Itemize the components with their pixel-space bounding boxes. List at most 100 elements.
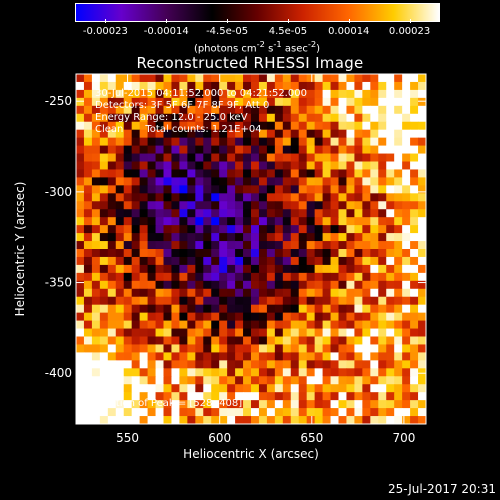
- heatmap-cell: [314, 392, 324, 401]
- heatmap-cell: [314, 169, 324, 178]
- heatmap-cell: [266, 312, 276, 322]
- x-axis-label: Heliocentric X (arcsec): [183, 447, 319, 461]
- heatmap-cell: [282, 249, 292, 258]
- heatmap-cell: [274, 105, 284, 115]
- heatmap-cell: [330, 280, 339, 290]
- heatmap-cell: [306, 296, 316, 306]
- heatmap-cell: [203, 137, 212, 147]
- heatmap-cell: [354, 408, 363, 417]
- heatmap-cell: [322, 264, 332, 274]
- heatmap-cell: [211, 304, 220, 314]
- heatmap-cell: [274, 320, 284, 330]
- heatmap-cell: [290, 376, 300, 385]
- heatmap-cell: [235, 129, 244, 139]
- heatmap-cell: [123, 169, 133, 178]
- heatmap-cell: [298, 97, 308, 107]
- heatmap-cell: [298, 376, 308, 385]
- heatmap-cell: [131, 376, 141, 385]
- heatmap-cell: [107, 336, 117, 345]
- heatmap-cell: [219, 304, 228, 314]
- heatmap-cell: [147, 169, 157, 178]
- heatmap-cell: [298, 320, 308, 330]
- heatmap-cell: [123, 256, 133, 266]
- heatmap-cell: [171, 121, 180, 131]
- heatmap-cell: [378, 408, 387, 417]
- heatmap-cell: [274, 272, 284, 282]
- heatmap-cell: [378, 121, 387, 131]
- heatmap-cell: [258, 193, 268, 202]
- heatmap-cell: [354, 312, 363, 322]
- heatmap-cell: [155, 344, 164, 353]
- heatmap-cell: [163, 161, 172, 170]
- heatmap-cell: [282, 360, 292, 369]
- heatmap-cell: [394, 169, 403, 178]
- heatmap-cell: [235, 89, 244, 99]
- heatmap-cell: [211, 209, 220, 218]
- heatmap-cell: [235, 161, 244, 170]
- heatmap-cell: [99, 97, 109, 107]
- heatmap-cell: [195, 320, 204, 330]
- heatmap-cell: [219, 161, 228, 170]
- heatmap-cell: [306, 169, 316, 178]
- heatmap-cell: [378, 201, 387, 210]
- heatmap-cell: [115, 249, 125, 258]
- heatmap-cell: [290, 177, 300, 186]
- heatmap-cell: [402, 344, 411, 353]
- heatmap-cell: [266, 121, 276, 131]
- heatmap-cell: [306, 89, 316, 99]
- heatmap-cell: [266, 400, 276, 409]
- heatmap-cell: [243, 288, 252, 298]
- heatmap-cell: [370, 336, 379, 345]
- heatmap-cell: [290, 137, 300, 147]
- heatmap-cell: [115, 233, 125, 242]
- heatmap-cell: [107, 225, 117, 234]
- heatmap-cell: [251, 360, 260, 369]
- heatmap-cell: [139, 225, 149, 234]
- heatmap-cell: [266, 352, 276, 361]
- heatmap-cell: [107, 193, 117, 202]
- heatmap-cell: [266, 113, 276, 123]
- heatmap-cell: [235, 177, 244, 186]
- heatmap-cell: [131, 352, 141, 361]
- colorbar-tick-label: 0.00023: [388, 26, 431, 37]
- heatmap-cell: [211, 416, 220, 425]
- heatmap-cell: [290, 384, 300, 393]
- heatmap-cell: [155, 121, 164, 131]
- heatmap-cell: [147, 233, 157, 242]
- heatmap-cell: [163, 249, 172, 258]
- heatmap-cell: [338, 161, 347, 170]
- heatmap-cell: [418, 74, 427, 83]
- heatmap-cell: [171, 392, 180, 401]
- heatmap-cell: [155, 360, 164, 369]
- heatmap-cell: [290, 89, 300, 99]
- heatmap-cell: [211, 145, 220, 155]
- heatmap-cell: [338, 312, 347, 322]
- heatmap-cell: [195, 288, 204, 298]
- heatmap-cell: [370, 105, 379, 115]
- heatmap-cell: [418, 137, 427, 147]
- heatmap-cell: [338, 145, 347, 155]
- heatmap-cell: [346, 241, 355, 250]
- heatmap-cell: [290, 113, 300, 123]
- annotation-energy: Energy Range: 12.0 - 25.0 keV: [95, 112, 248, 123]
- heatmap-cell: [163, 105, 172, 115]
- heatmap-cell: [306, 225, 316, 234]
- heatmap-cell: [147, 296, 157, 306]
- heatmap-cell: [362, 225, 371, 234]
- heatmap-cell: [179, 400, 188, 409]
- heatmap-cell: [251, 185, 260, 194]
- heatmap-cell: [410, 328, 419, 337]
- heatmap-cell: [338, 74, 347, 83]
- heatmap-cell: [274, 312, 284, 322]
- heatmap-cell: [386, 336, 395, 345]
- heatmap-cell: [274, 209, 284, 218]
- heatmap-cell: [243, 97, 252, 107]
- heatmap-cell: [195, 225, 204, 234]
- heatmap-cell: [123, 312, 133, 322]
- heatmap-cell: [179, 249, 188, 258]
- heatmap-cell: [76, 312, 85, 322]
- heatmap-cell: [203, 360, 212, 369]
- heatmap-cell: [171, 344, 180, 353]
- heatmap-cell: [402, 137, 411, 147]
